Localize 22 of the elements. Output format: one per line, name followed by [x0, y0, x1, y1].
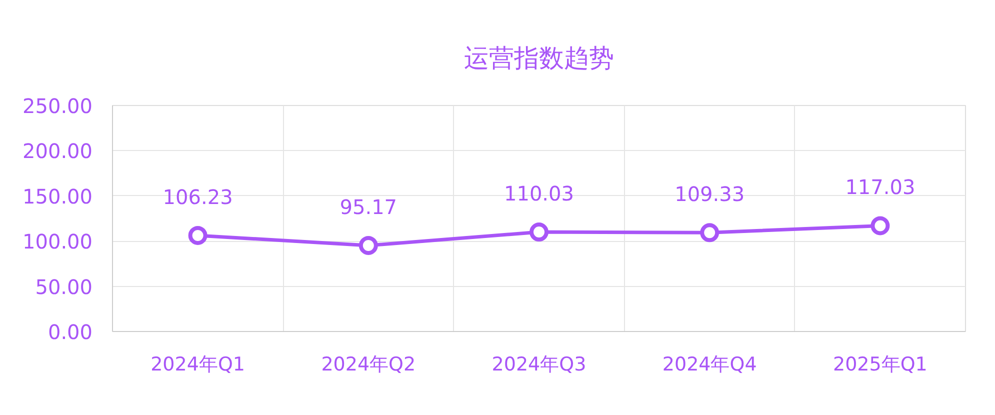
y-tick-label: 100.00 — [22, 230, 93, 254]
data-label: 95.17 — [340, 194, 398, 219]
point — [358, 236, 378, 255]
y-tick-label: 250.00 — [22, 94, 93, 118]
y-tick-label: 150.00 — [22, 184, 93, 208]
data-label: 117.03 — [845, 175, 916, 200]
x-tick-label: 2024年Q3 — [492, 354, 586, 376]
chart-title: 运营指数趋势 — [464, 44, 614, 72]
y-tick-label: 200.00 — [22, 139, 93, 164]
data-label: 106.23 — [162, 184, 233, 209]
y-tick-label: 50.00 — [35, 274, 93, 299]
x-tick-label: 2024年Q1 — [150, 354, 246, 376]
y-tick-label: 0.00 — [48, 320, 92, 344]
point — [530, 222, 548, 242]
x-tick-label: 2024年Q4 — [662, 354, 757, 376]
x-tick-label: 2024年Q2 — [321, 354, 416, 376]
data-label: 110.03 — [504, 182, 574, 206]
x-tick-label: 2025年Q1 — [833, 354, 928, 376]
data-label: 109.33 — [674, 182, 745, 206]
point — [700, 223, 720, 242]
point — [870, 216, 890, 236]
point — [188, 226, 208, 245]
